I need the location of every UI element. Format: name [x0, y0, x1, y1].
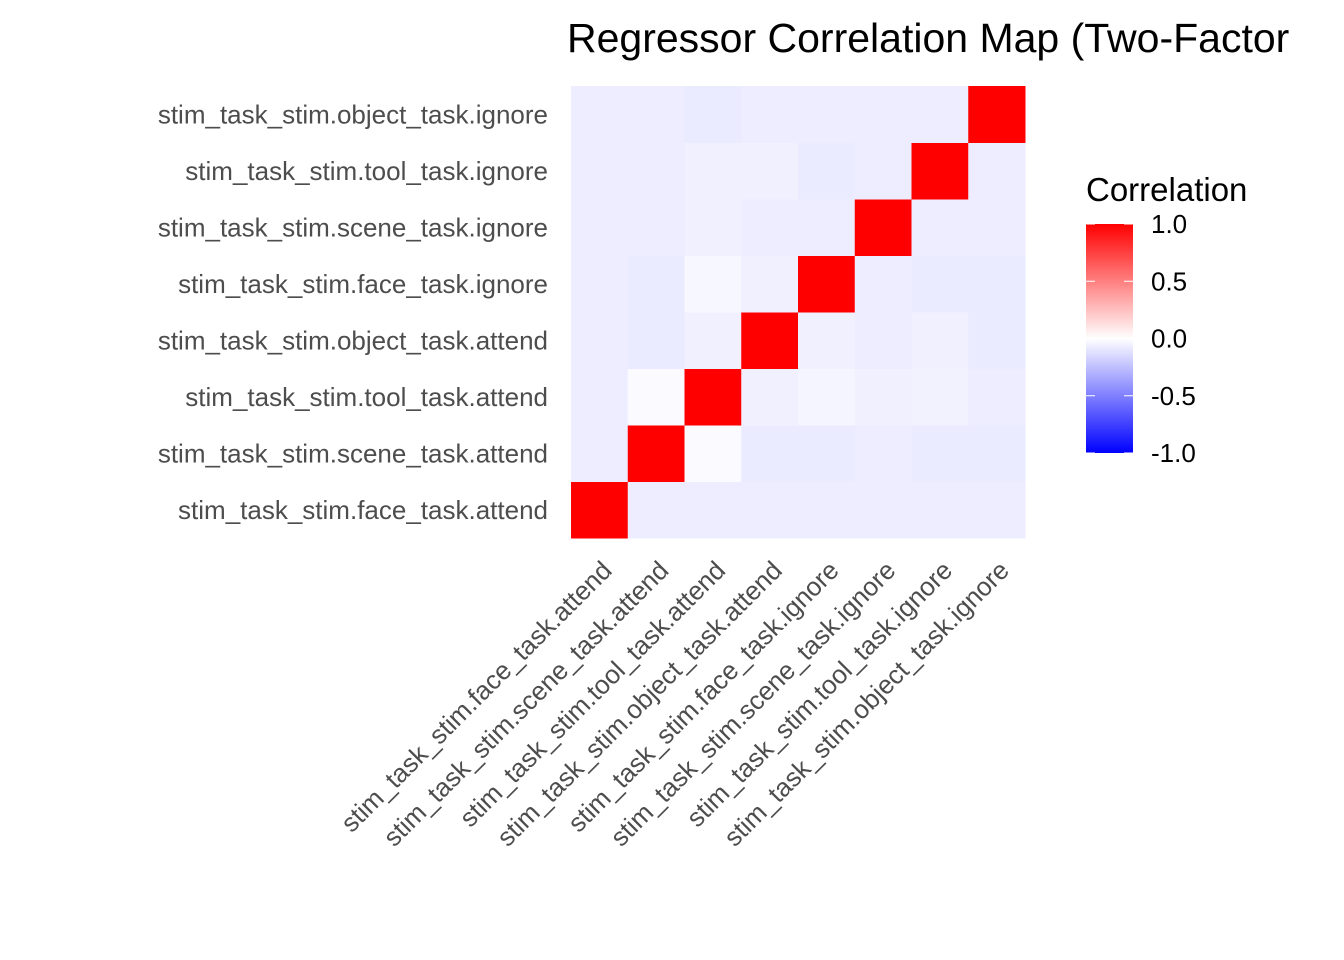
y-tick-label: stim_task_stim.tool_task.ignore — [185, 156, 548, 186]
heatmap-cell — [798, 255, 856, 313]
heatmap-cell — [741, 425, 799, 482]
heatmap-cell — [798, 368, 856, 426]
heatmap-cell — [968, 312, 1026, 369]
heatmap-cell — [854, 481, 912, 539]
legend-tick-label: 0.0 — [1151, 324, 1187, 354]
heatmap-cell — [627, 425, 685, 482]
heatmap-cell — [741, 86, 799, 143]
heatmap-cell — [684, 199, 742, 256]
heatmap-cell — [854, 199, 912, 256]
heatmap-cell — [571, 368, 629, 426]
heatmap-cell — [684, 481, 742, 539]
heatmap-cell — [627, 368, 685, 426]
heatmap-cell — [741, 368, 799, 426]
y-tick-label: stim_task_stim.object_task.attend — [158, 325, 548, 355]
y-tick-label: stim_task_stim.object_task.ignore — [158, 99, 548, 129]
heatmap-cell — [854, 312, 912, 369]
heatmap-cell — [911, 142, 969, 200]
heatmap-cell — [798, 481, 856, 539]
legend-tick-label: -0.5 — [1151, 381, 1196, 411]
heatmap-cell — [911, 199, 969, 256]
heatmap-cell — [684, 425, 742, 482]
heatmap-cell — [798, 425, 856, 482]
heatmap-cell — [854, 86, 912, 143]
heatmap-cell — [627, 199, 685, 256]
y-tick-label: stim_task_stim.scene_task.attend — [158, 438, 548, 468]
heatmap-cells — [571, 86, 1026, 539]
color-legend: Correlation 1.0 0.5 0.0 -0.5 -1.0 — [1086, 171, 1247, 468]
heatmap-cell — [911, 481, 969, 539]
heatmap-cell — [968, 199, 1026, 256]
heatmap-cell — [571, 199, 629, 256]
heatmap-cell — [911, 255, 969, 313]
heatmap-cell — [684, 312, 742, 369]
heatmap-cell — [854, 255, 912, 313]
heatmap-cell — [968, 368, 1026, 426]
heatmap-cell — [798, 312, 856, 369]
heatmap-cell — [684, 255, 742, 313]
heatmap-cell — [627, 312, 685, 369]
heatmap-cell — [571, 86, 629, 143]
heatmap-cell — [854, 425, 912, 482]
x-axis-tick-labels: stim_task_stim.face_task.attendstim_task… — [335, 555, 1015, 852]
heatmap-cell — [627, 255, 685, 313]
legend-tick-label: 1.0 — [1151, 209, 1187, 239]
legend-tick-label: -1.0 — [1151, 438, 1196, 468]
heatmap-cell — [798, 199, 856, 256]
heatmap-cell — [741, 255, 799, 313]
heatmap-cell — [627, 481, 685, 539]
y-axis-tick-labels: stim_task_stim.face_task.attend stim_task… — [158, 99, 548, 525]
heatmap-cell — [854, 142, 912, 200]
heatmap-cell — [741, 481, 799, 539]
legend-tick-label: 0.5 — [1151, 266, 1187, 296]
heatmap-cell — [798, 86, 856, 143]
heatmap-cell — [571, 142, 629, 200]
heatmap-cell — [911, 312, 969, 369]
heatmap-cell — [684, 368, 742, 426]
y-tick-label: stim_task_stim.face_task.ignore — [178, 269, 548, 299]
heatmap-cell — [571, 425, 629, 482]
heatmap-cell — [968, 255, 1026, 313]
heatmap-cell — [798, 142, 856, 200]
heatmap-cell — [571, 312, 629, 369]
heatmap-cell — [571, 255, 629, 313]
heatmap-cell — [627, 142, 685, 200]
heatmap-cell — [627, 86, 685, 143]
heatmap-cell — [684, 86, 742, 143]
heatmap-cell — [968, 425, 1026, 482]
legend-title: Correlation — [1086, 171, 1247, 208]
heatmap-cell — [684, 142, 742, 200]
heatmap-cell — [911, 368, 969, 426]
legend-ticks: 1.0 0.5 0.0 -0.5 -1.0 — [1086, 209, 1196, 468]
heatmap-cell — [741, 199, 799, 256]
heatmap-cell — [571, 481, 629, 539]
heatmap-cell — [741, 312, 799, 369]
heatmap-cell — [968, 481, 1026, 539]
heatmap-cell — [911, 425, 969, 482]
chart-title: Regressor Correlation Map (Two-Factor — [567, 15, 1289, 61]
heatmap-cell — [968, 86, 1026, 143]
y-tick-label: stim_task_stim.face_task.attend — [178, 495, 548, 525]
y-tick-label: stim_task_stim.tool_task.attend — [185, 382, 548, 412]
heatmap-cell — [968, 142, 1026, 200]
y-tick-label: stim_task_stim.scene_task.ignore — [158, 212, 548, 242]
heatmap-cell — [854, 368, 912, 426]
heatmap-cell — [911, 86, 969, 143]
heatmap-cell — [741, 142, 799, 200]
